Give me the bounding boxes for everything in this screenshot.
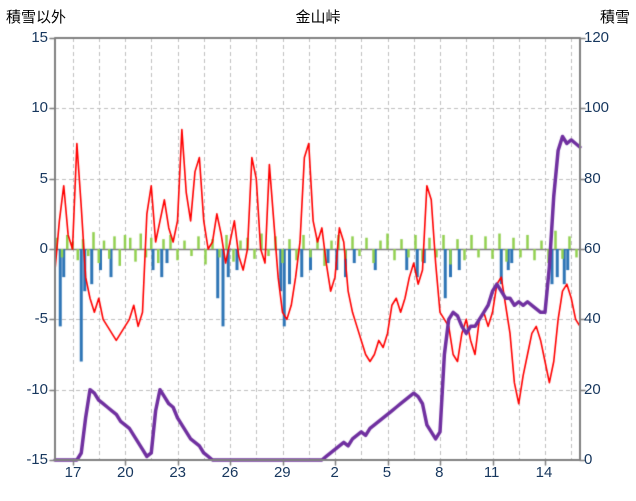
x-tick: 17: [64, 464, 82, 481]
left-tick: -10: [26, 380, 48, 398]
right-tick: 0: [584, 450, 593, 468]
x-tick: 14: [535, 464, 553, 481]
x-tick: 8: [435, 464, 444, 481]
right-tick: 100: [584, 99, 610, 117]
left-tick: 0: [39, 239, 48, 257]
x-tick: 5: [382, 464, 392, 481]
left-tick: -5: [34, 310, 48, 328]
left-tick: 10: [31, 99, 48, 117]
chart-title: 金山峠: [295, 9, 341, 26]
x-tick: 2: [330, 464, 339, 481]
right-axis-ticks: 120 100 80 60 40 20 0: [584, 30, 634, 468]
left-axis-title: 積雪以外: [6, 9, 67, 26]
x-tick: 26: [221, 464, 239, 481]
left-tick: 5: [39, 169, 48, 187]
right-tick: 60: [584, 239, 601, 257]
x-tick: 20: [116, 464, 134, 481]
left-tick: 15: [31, 29, 48, 46]
x-tick: 23: [169, 464, 186, 481]
right-tick: 20: [584, 380, 601, 398]
right-tick: 120: [584, 29, 610, 46]
right-tick: 80: [584, 169, 601, 187]
right-axis-title: 積雪: [599, 9, 630, 26]
x-axis-ticks: 17 20 23 26 29 2 5 8 11 14: [57, 464, 560, 481]
left-tick: -15: [26, 450, 48, 468]
x-tick: 11: [483, 464, 500, 481]
left-axis-ticks: 15 10 5 0 -5 -10 -15: [0, 30, 48, 468]
x-tick: 29: [273, 464, 291, 481]
right-tick: 40: [584, 310, 601, 328]
